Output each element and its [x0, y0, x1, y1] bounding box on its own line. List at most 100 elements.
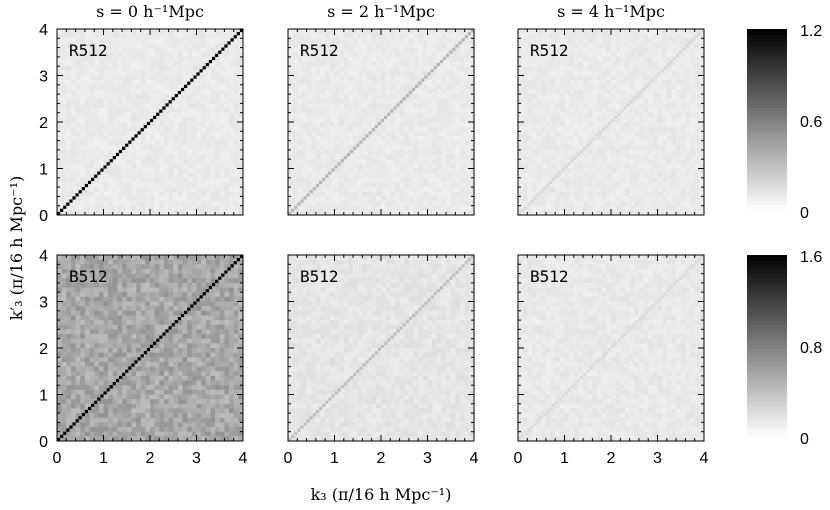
- heatmap-cell: [518, 75, 523, 81]
- heatmap-cell: [292, 112, 298, 118]
- heatmap-cell: [606, 205, 612, 211]
- heatmap-cell: [518, 196, 523, 202]
- heatmap-cell: [306, 131, 312, 137]
- heatmap-cell: [652, 66, 658, 72]
- heatmap-cell: [233, 47, 239, 53]
- heatmap-cell: [413, 33, 419, 39]
- heatmap-cell: [177, 131, 183, 137]
- heatmap-cell: [680, 126, 686, 132]
- heatmap-cell: [620, 117, 626, 123]
- heatmap-cell: [422, 131, 428, 137]
- heatmap-cell: [238, 89, 244, 95]
- heatmap-cell: [150, 196, 155, 202]
- heatmap-cell: [66, 98, 72, 104]
- heatmap-cell: [140, 196, 146, 202]
- heatmap-cell: [297, 112, 303, 118]
- heatmap-cell: [390, 140, 396, 146]
- heatmap-cell: [657, 56, 663, 62]
- heatmap-cell: [145, 159, 151, 165]
- heatmap-cell: [648, 196, 654, 202]
- heatmap-cell: [70, 159, 76, 165]
- heatmap-cell: [343, 126, 349, 132]
- heatmap-cell: [108, 182, 114, 188]
- heatmap-cell: [70, 94, 76, 100]
- heatmap-cell: [569, 201, 575, 206]
- heatmap-cell: [550, 149, 556, 155]
- heatmap-cell: [187, 182, 193, 188]
- heatmap-cell: [103, 66, 109, 72]
- heatmap-cell: [469, 94, 475, 100]
- heatmap-cell: [559, 131, 565, 137]
- heatmap-cell: [680, 94, 686, 100]
- diagonal-cell: [464, 35, 468, 39]
- heatmap-cell: [353, 80, 359, 86]
- heatmap-cell: [229, 103, 234, 109]
- heatmap-cell: [315, 66, 321, 72]
- heatmap-cell: [288, 168, 293, 174]
- heatmap-cell: [624, 187, 630, 193]
- heatmap-cell: [657, 205, 663, 211]
- heatmap-cell: [154, 61, 160, 67]
- heatmap-cell: [638, 163, 644, 169]
- heatmap-cell: [666, 103, 672, 109]
- heatmap-cell: [518, 135, 523, 141]
- heatmap-cell: [343, 140, 349, 146]
- heatmap-cell: [385, 131, 391, 137]
- heatmap-cell: [154, 145, 160, 151]
- heatmap-cell: [404, 163, 410, 169]
- heatmap-cell: [348, 168, 354, 174]
- heatmap-cell: [339, 98, 345, 104]
- heatmap-cell: [224, 33, 230, 39]
- heatmap-cell: [441, 205, 447, 211]
- heatmap-cell: [301, 145, 307, 151]
- heatmap-cell: [601, 56, 607, 62]
- heatmap-cell: [315, 149, 321, 155]
- heatmap-cell: [418, 103, 424, 109]
- heatmap-cell: [98, 56, 104, 62]
- heatmap-cell: [98, 80, 104, 86]
- heatmap-cell: [320, 70, 326, 76]
- heatmap-cell: [685, 191, 691, 197]
- heatmap-cell: [527, 154, 533, 160]
- heatmap-cell: [522, 112, 528, 118]
- heatmap-cell: [163, 75, 169, 81]
- heatmap-cell: [70, 33, 76, 39]
- heatmap-cell: [159, 187, 165, 193]
- heatmap-cell: [215, 84, 221, 90]
- heatmap-cell: [334, 182, 340, 188]
- heatmap-cell: [597, 196, 602, 202]
- heatmap-cell: [292, 29, 298, 34]
- heatmap-cell: [583, 80, 589, 86]
- heatmap-cell: [652, 117, 658, 123]
- heatmap-cell: [117, 131, 123, 137]
- heatmap-cell: [404, 80, 410, 86]
- heatmap-cell: [329, 89, 335, 95]
- heatmap-cell: [592, 70, 598, 76]
- heatmap-cell: [159, 182, 165, 188]
- diagonal-cell: [387, 112, 391, 116]
- heatmap-cell: [531, 182, 537, 188]
- heatmap-cell: [676, 122, 682, 127]
- heatmap-cell: [315, 52, 321, 58]
- heatmap-cell: [159, 145, 165, 151]
- heatmap-cell: [450, 177, 456, 183]
- heatmap-cell: [301, 66, 307, 72]
- heatmap-cell: [94, 84, 100, 90]
- heatmap-cell: [690, 33, 695, 39]
- heatmap-cell: [187, 84, 193, 90]
- heatmap-cell: [455, 196, 461, 202]
- heatmap-cell: [367, 168, 372, 174]
- heatmap-cell: [288, 154, 293, 160]
- heatmap-cell: [325, 163, 331, 169]
- heatmap-cell: [334, 131, 340, 137]
- heatmap-cell: [583, 196, 589, 202]
- heatmap-cell: [541, 66, 547, 72]
- heatmap-cell: [177, 47, 183, 53]
- heatmap-cell: [224, 140, 230, 146]
- heatmap-cell: [413, 191, 419, 197]
- heatmap-cell: [418, 70, 424, 76]
- heatmap-cell: [177, 149, 183, 155]
- heatmap-cell: [108, 103, 114, 109]
- heatmap-cell: [578, 205, 584, 211]
- heatmap-cell: [343, 145, 349, 151]
